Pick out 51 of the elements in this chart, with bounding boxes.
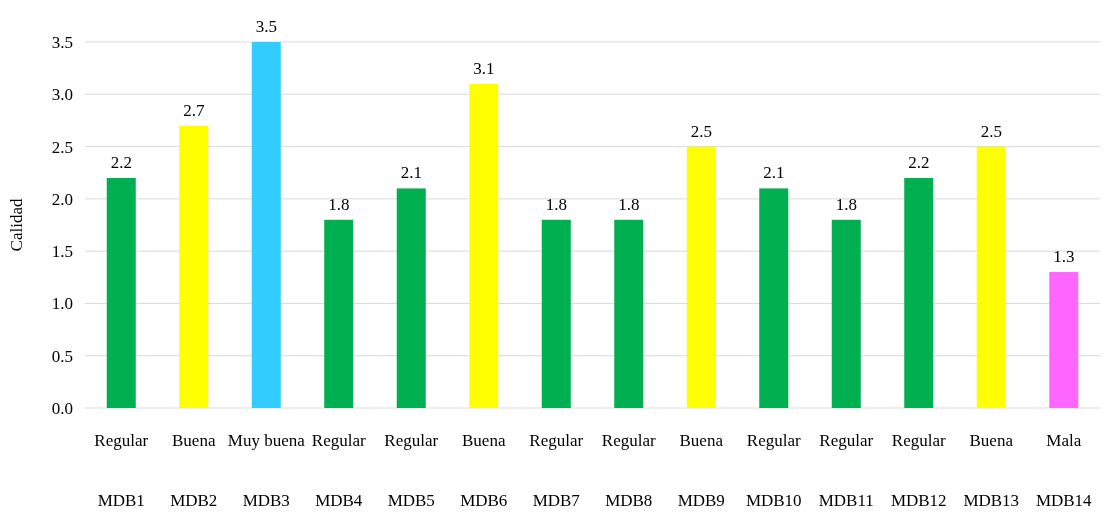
data-label: 2.2 <box>908 152 930 172</box>
bar <box>106 177 136 408</box>
y-tick-label: 1.0 <box>51 294 73 314</box>
data-label: 2.5 <box>980 121 1002 141</box>
category-label: Regular MDB12 <box>890 431 947 510</box>
y-tick-label: 2.5 <box>51 137 73 157</box>
data-label: 1.8 <box>618 194 640 214</box>
category-label: Buena MDB13 <box>963 431 1020 510</box>
bar <box>251 42 281 408</box>
data-label: 3.5 <box>255 17 277 36</box>
category-label: Regular MDB11 <box>818 431 874 510</box>
category-label: Regular MDB4 <box>311 431 366 510</box>
data-label: 2.1 <box>400 163 422 183</box>
y-axis-title: Calidad <box>7 198 26 252</box>
category-label: Regular MDB8 <box>601 431 656 510</box>
bar <box>904 177 934 408</box>
bar <box>686 146 716 408</box>
y-tick-label: 0.0 <box>51 398 73 418</box>
category-label: Muy buena MDB3 <box>227 431 305 510</box>
bar <box>831 219 861 408</box>
data-label: 1.8 <box>835 194 857 214</box>
y-tick-label: 0.5 <box>51 346 73 366</box>
bar <box>469 83 499 408</box>
bar <box>759 188 789 408</box>
category-label: Regular MDB7 <box>529 431 584 510</box>
data-label: 2.2 <box>110 152 132 172</box>
data-label: 2.5 <box>690 121 712 141</box>
y-tick-label: 3.0 <box>51 85 73 105</box>
y-tick-label: 1.5 <box>51 242 73 262</box>
data-label: 1.8 <box>545 194 567 214</box>
category-label: Regular MDB1 <box>94 431 149 510</box>
y-tick-label: 2.0 <box>51 189 73 209</box>
bar <box>324 219 354 408</box>
bar <box>179 125 209 408</box>
category-label: Buena MDB9 <box>677 431 725 510</box>
bar <box>976 146 1006 408</box>
category-label: Buena MDB2 <box>170 431 218 510</box>
bar <box>614 219 644 408</box>
bar <box>541 219 571 408</box>
category-label: Regular MDB10 <box>745 431 802 510</box>
data-label: 1.3 <box>1053 247 1075 267</box>
category-label: Buena MDB6 <box>460 431 508 510</box>
data-label: 3.1 <box>473 58 495 78</box>
category-label: Mala MDB14 <box>1035 431 1092 510</box>
bar <box>1049 272 1079 408</box>
data-label: 2.7 <box>183 100 205 120</box>
bar <box>396 188 426 408</box>
data-label: 1.8 <box>328 194 350 214</box>
data-label: 2.1 <box>763 163 785 183</box>
category-label: Regular MDB5 <box>384 431 439 510</box>
y-tick-label: 3.5 <box>51 32 73 52</box>
